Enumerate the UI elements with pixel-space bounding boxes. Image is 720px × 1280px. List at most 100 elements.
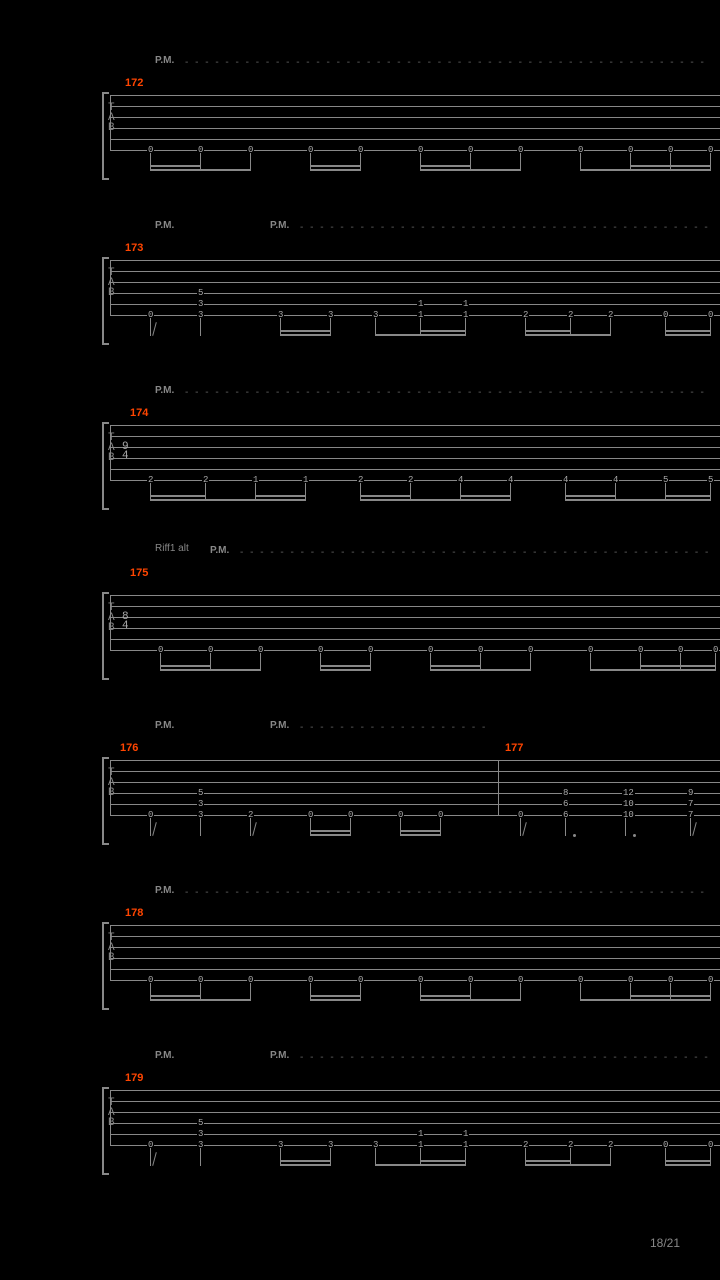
beam [360,499,411,501]
barline [498,760,499,815]
pm-label: P.M. [155,55,174,66]
note-flag [152,1152,157,1166]
beam [150,995,201,997]
beam [630,165,671,167]
time-signature: 84 [122,613,129,631]
staff-line [110,95,720,96]
beam [570,1164,611,1166]
pm-dashes: - - - - - - - - - - - - - - - - - - - - … [185,887,710,898]
note-stem [565,818,566,836]
staff-line [110,617,720,618]
note-stem [520,818,521,836]
barline [110,595,111,650]
beam [680,669,716,671]
beam [400,834,441,836]
beam [200,999,251,1001]
beam [420,334,466,336]
beam [320,669,371,671]
beam [525,1164,571,1166]
beam [150,169,201,171]
beam [590,669,641,671]
beam [460,495,511,497]
beam [665,1160,711,1162]
measure-number: 174 [130,407,148,419]
measure-number: 173 [125,242,143,254]
note-flag [152,822,157,836]
barline [110,425,111,480]
beam [525,1160,571,1162]
beam [410,499,461,501]
beam [420,330,466,332]
beam [375,1164,421,1166]
measure-number: 172 [125,77,143,89]
pm-dashes: - - - - - - - - - - - - - - - - - - - - … [300,722,490,733]
beam [150,165,201,167]
beam [670,165,711,167]
beam [525,334,571,336]
staff-line [110,469,720,470]
beam [665,499,711,501]
staff-line [110,639,720,640]
beam [430,669,481,671]
pm-label: P.M. [155,885,174,896]
staff-line [110,595,720,596]
tab-system: P.M.- - - - - - - - - - - - - - - - - - … [110,385,720,525]
staff-line [110,436,720,437]
beam [200,169,251,171]
beam [150,999,201,1001]
beam [310,165,361,167]
note-flag [252,822,257,836]
staff-line [110,1090,720,1091]
staff-line [110,128,720,129]
beam [665,1164,711,1166]
beam [160,669,211,671]
barline [110,260,111,315]
note-flag [522,822,527,836]
staff-line [110,458,720,459]
measure-number: 177 [505,742,523,754]
note-stem [200,818,201,836]
beam [430,665,481,667]
tab-clef: TAB [108,268,115,298]
beam [630,995,671,997]
fret-number: 8 [562,788,569,798]
beam [570,334,611,336]
note-stem [150,318,151,336]
beam [205,499,256,501]
pm-dashes: - - - - - - - - - - - - - - - - - - - - … [300,1052,710,1063]
beam [525,330,571,332]
fret-number: 3 [197,299,204,309]
beam [670,999,711,1001]
beam [640,665,681,667]
staff-line [110,782,720,783]
beam [310,830,351,832]
beam [150,495,206,497]
staff-line [110,760,720,761]
staff-line [110,628,720,629]
beam [310,834,351,836]
note-stem [150,818,151,836]
measure-number: 178 [125,907,143,919]
staff-line [110,925,720,926]
note-stem [690,818,691,836]
beam [420,169,471,171]
beam [420,1160,466,1162]
tab-clef: TAB [108,103,115,133]
staff-line [110,958,720,959]
beam [680,665,716,667]
staff-line [110,106,720,107]
beam [470,169,521,171]
beam [480,669,531,671]
fret-number: 10 [622,810,635,820]
beam [470,999,521,1001]
tab-system: P.M.- - - - - - - - - - - - - - - - - - … [110,55,720,195]
beam [460,499,511,501]
beam [420,1164,466,1166]
staff-line [110,447,720,448]
beam [160,665,211,667]
fret-number: 10 [622,799,635,809]
pm-label: P.M. [210,545,229,556]
tab-clef: TAB [108,768,115,798]
staff-line [110,1112,720,1113]
fret-number: 12 [622,788,635,798]
